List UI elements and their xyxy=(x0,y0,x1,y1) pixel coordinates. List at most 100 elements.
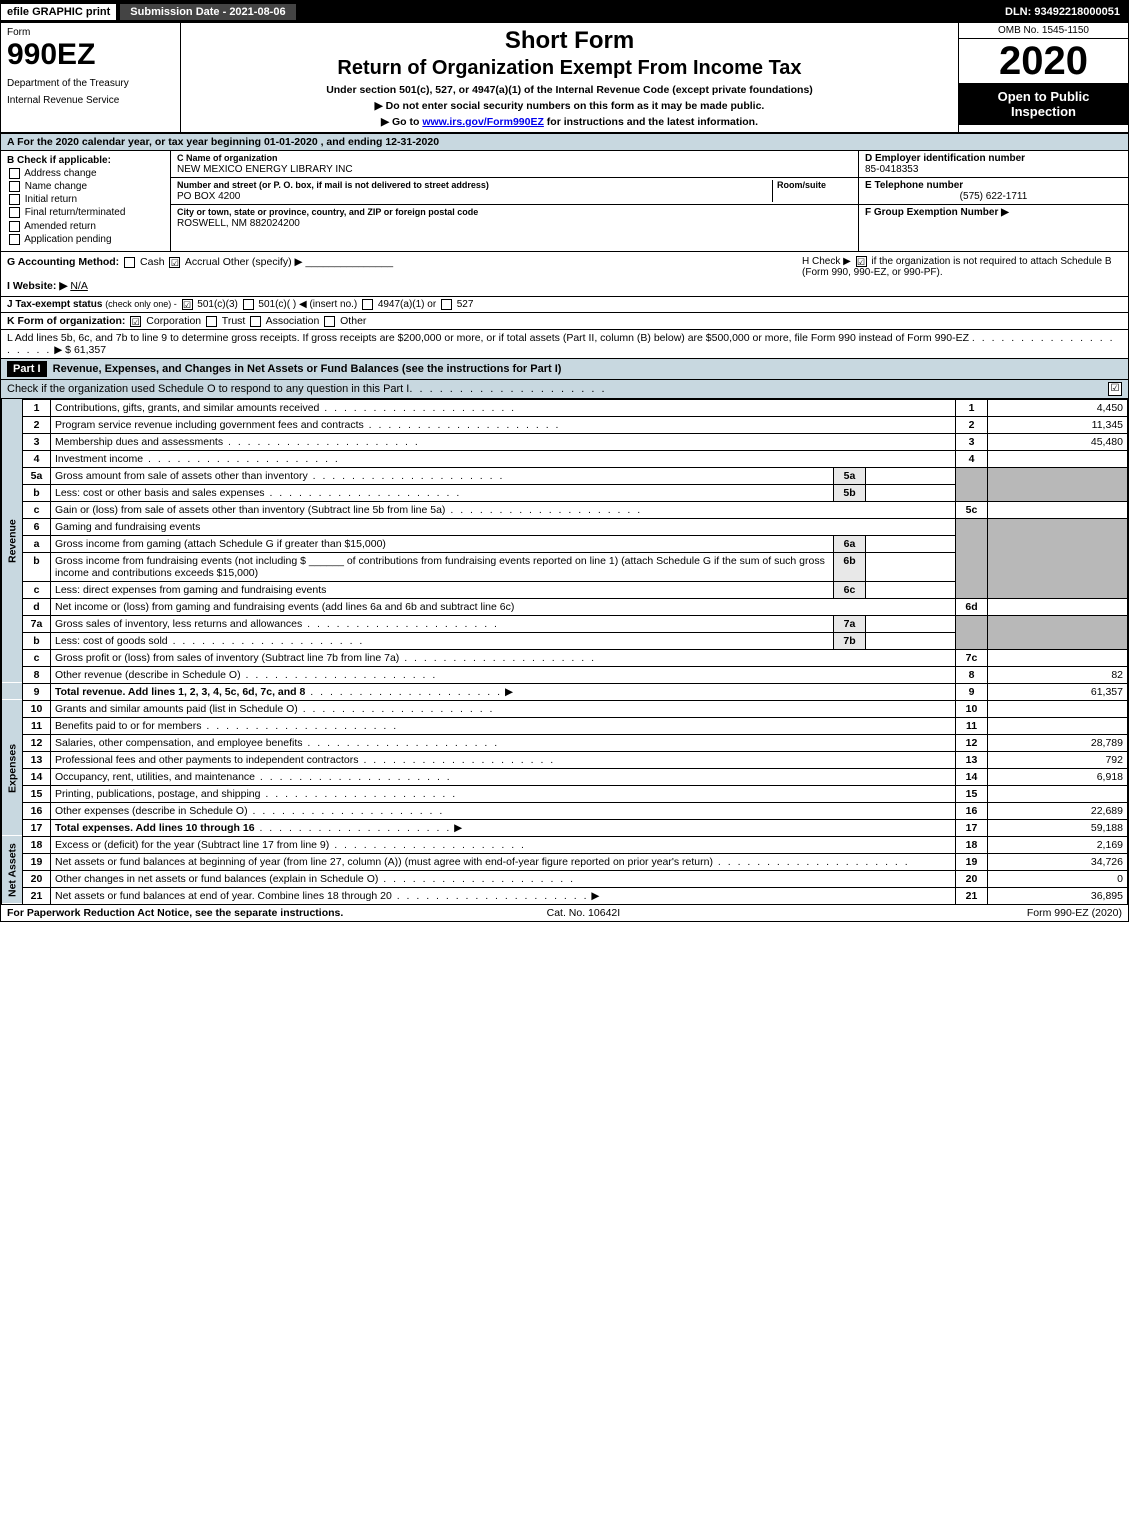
chk-other[interactable] xyxy=(324,316,335,327)
line-17-val: 59,188 xyxy=(988,819,1128,836)
chk-amended-return[interactable]: Amended return xyxy=(7,221,164,232)
chk-trust[interactable] xyxy=(206,316,217,327)
chk-final-return[interactable]: Final return/terminated xyxy=(7,207,164,218)
dln-number: DLN: 93492218000051 xyxy=(997,4,1128,20)
line-5c-val xyxy=(988,501,1128,518)
org-name: NEW MEXICO ENERGY LIBRARY INC xyxy=(177,164,353,175)
line-8-num: 8 xyxy=(23,666,51,683)
submission-date: Submission Date - 2021-08-06 xyxy=(120,4,295,20)
line-6d-num: d xyxy=(23,598,51,615)
line-7c-val xyxy=(988,649,1128,666)
chk-corp[interactable]: ☑ xyxy=(130,316,141,327)
netassets-side-label: Net Assets xyxy=(2,836,23,904)
line-19-desc: Net assets or fund balances at beginning… xyxy=(55,856,713,868)
line-6b-sv xyxy=(866,552,956,581)
line-13-num: 13 xyxy=(23,751,51,768)
form-number: 990EZ xyxy=(7,38,174,72)
chk-cash[interactable] xyxy=(124,257,135,268)
line-15-desc: Printing, publications, postage, and shi… xyxy=(55,788,260,800)
chk-501c3[interactable]: ☑ xyxy=(182,299,193,310)
form-label: Form xyxy=(7,27,174,38)
row-j: J Tax-exempt status (check only one) - ☑… xyxy=(1,297,1128,313)
line-20-rnum: 20 xyxy=(956,870,988,887)
line-12-rnum: 12 xyxy=(956,734,988,751)
chk-schedule-o[interactable]: ☑ xyxy=(1108,382,1122,396)
footer-cat: Cat. No. 10642I xyxy=(547,907,621,919)
line-8-val: 82 xyxy=(988,666,1128,683)
line-7c-num: c xyxy=(23,649,51,666)
line-6c-num: c xyxy=(23,581,51,598)
line-16-val: 22,689 xyxy=(988,802,1128,819)
line-13-desc: Professional fees and other payments to … xyxy=(55,754,359,766)
chk-application-pending[interactable]: Application pending xyxy=(7,234,164,245)
room-label: Room/suite xyxy=(777,180,826,190)
expenses-side-label: Expenses xyxy=(2,700,23,836)
l-text: L Add lines 5b, 6c, and 7b to line 9 to … xyxy=(7,332,969,344)
l-arrow: ▶ $ xyxy=(54,344,71,356)
line-12-val: 28,789 xyxy=(988,734,1128,751)
line-18-desc: Excess or (deficit) for the year (Subtra… xyxy=(55,839,329,851)
line-13-rnum: 13 xyxy=(956,751,988,768)
header-right: OMB No. 1545-1150 2020 Open to Public In… xyxy=(958,23,1128,132)
ssn-warning: ▶ Do not enter social security numbers o… xyxy=(185,100,954,112)
line-15-num: 15 xyxy=(23,785,51,802)
efile-print-label[interactable]: efile GRAPHIC print xyxy=(1,4,116,20)
lines-table: Revenue 1 Contributions, gifts, grants, … xyxy=(1,399,1128,905)
chk-527[interactable] xyxy=(441,299,452,310)
form-subtitle: Return of Organization Exempt From Incom… xyxy=(185,57,954,80)
chk-501c[interactable] xyxy=(243,299,254,310)
row-l: L Add lines 5b, 6c, and 7b to line 9 to … xyxy=(1,330,1128,359)
line-6c-sv xyxy=(866,581,956,598)
street-label: Number and street (or P. O. box, if mail… xyxy=(177,180,489,190)
line-2-num: 2 xyxy=(23,416,51,433)
revenue-side-label: Revenue xyxy=(2,399,23,683)
tax-year: 2020 xyxy=(959,39,1128,83)
goto-pre: ▶ Go to xyxy=(381,116,422,128)
irs-link[interactable]: www.irs.gov/Form990EZ xyxy=(422,116,544,128)
line-7b-desc: Less: cost of goods sold xyxy=(55,635,168,647)
open-to-public: Open to Public Inspection xyxy=(959,83,1128,125)
l-value: 61,357 xyxy=(74,344,106,356)
line-15-rnum: 15 xyxy=(956,785,988,802)
k-label: K Form of organization: xyxy=(7,315,125,327)
line-6d-desc: Net income or (loss) from gaming and fun… xyxy=(55,601,514,613)
line-7a-sv xyxy=(866,615,956,632)
part1-badge: Part I xyxy=(7,361,47,377)
footer-right: Form 990-EZ (2020) xyxy=(1027,907,1122,919)
org-name-label: C Name of organization xyxy=(177,153,278,163)
line-18-val: 2,169 xyxy=(988,836,1128,853)
chk-initial-return[interactable]: Initial return xyxy=(7,194,164,205)
line-17-desc: Total expenses. Add lines 10 through 16 xyxy=(55,822,255,834)
chk-4947[interactable] xyxy=(362,299,373,310)
line-12-desc: Salaries, other compensation, and employ… xyxy=(55,737,302,749)
line-6a-sn: 6a xyxy=(834,535,866,552)
line-2-desc: Program service revenue including govern… xyxy=(55,419,364,431)
line-7c-rnum: 7c xyxy=(956,649,988,666)
chk-schedule-b[interactable]: ☑ xyxy=(856,256,867,267)
section-b: B Check if applicable: Address change Na… xyxy=(1,151,171,251)
section-bcdef: B Check if applicable: Address change Na… xyxy=(1,151,1128,252)
goto-line: ▶ Go to www.irs.gov/Form990EZ for instru… xyxy=(185,116,954,128)
irs-label: Internal Revenue Service xyxy=(7,95,174,106)
line-2-rnum: 2 xyxy=(956,416,988,433)
line-14-num: 14 xyxy=(23,768,51,785)
line-3-val: 45,480 xyxy=(988,433,1128,450)
line-18-num: 18 xyxy=(23,836,51,853)
line-19-num: 19 xyxy=(23,853,51,870)
line-10-num: 10 xyxy=(23,700,51,717)
line-1-val: 4,450 xyxy=(988,399,1128,416)
line-1-num: 1 xyxy=(23,399,51,416)
h-text1: H Check ▶ xyxy=(802,256,854,267)
line-5c-num: c xyxy=(23,501,51,518)
chk-accrual[interactable]: ☑ xyxy=(169,257,180,268)
chk-name-change[interactable]: Name change xyxy=(7,181,164,192)
chk-address-change[interactable]: Address change xyxy=(7,168,164,179)
line-5b-sv xyxy=(866,484,956,501)
line-5a-sv xyxy=(866,467,956,484)
line-11-num: 11 xyxy=(23,717,51,734)
line-8-desc: Other revenue (describe in Schedule O) xyxy=(55,669,241,681)
i-label: I Website: ▶ xyxy=(7,280,67,292)
line-6-num: 6 xyxy=(23,518,51,535)
line-14-val: 6,918 xyxy=(988,768,1128,785)
chk-assoc[interactable] xyxy=(250,316,261,327)
